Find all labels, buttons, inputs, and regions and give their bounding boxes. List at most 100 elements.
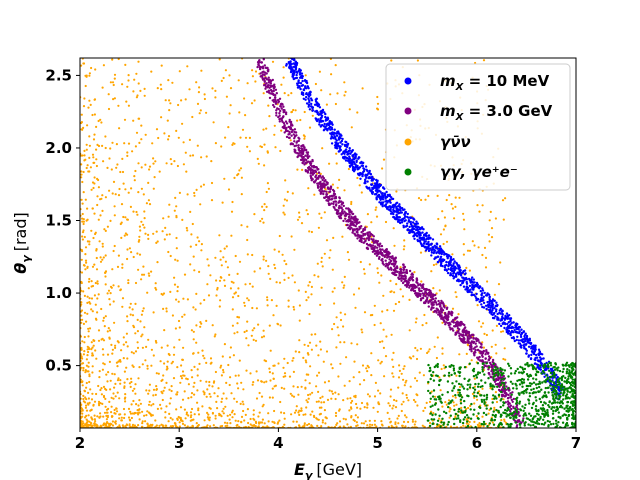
point-gamma-nu-nu	[246, 408, 249, 411]
point-mx-3gev	[368, 243, 372, 246]
point-mx-3gev	[275, 111, 278, 115]
point-mx-10mev	[455, 267, 458, 270]
point-mx-10mev	[436, 261, 440, 264]
point-gamma-nu-nu	[107, 371, 110, 374]
point-mx-10mev	[491, 302, 494, 305]
point-mx-3gev	[378, 245, 381, 248]
point-mx-3gev	[374, 245, 377, 248]
point-gamma-nu-nu	[368, 419, 371, 422]
point-gamma-nu-nu	[269, 349, 272, 352]
point-mx-10mev	[406, 228, 410, 231]
point-gamma-nu-nu	[120, 349, 123, 352]
point-gamma-nu-nu	[112, 249, 115, 253]
point-mx-3gev	[439, 305, 442, 308]
point-gamma-nu-nu	[335, 162, 338, 165]
point-gamma-nu-nu	[130, 416, 133, 420]
point-gamma-nu-nu	[175, 214, 178, 218]
point-mx-3gev	[321, 175, 324, 178]
point-mx-3gev	[277, 100, 281, 103]
point-gamma-nu-nu	[110, 286, 113, 289]
point-gamma-nu-nu	[189, 154, 192, 157]
point-mx-3gev	[471, 340, 475, 343]
point-gamma-nu-nu	[287, 299, 290, 302]
point-gamma-nu-nu	[91, 265, 95, 268]
point-gamma-nu-nu	[253, 213, 256, 216]
point-gamma-nu-nu	[208, 380, 211, 384]
point-gamma-nu-nu	[101, 86, 104, 89]
point-gamma-nu-nu	[88, 72, 91, 75]
point-gamma-nu-nu	[135, 403, 138, 406]
point-mx-3gev	[264, 87, 267, 90]
point-mx-3gev	[373, 252, 377, 255]
point-gamma-nu-nu	[408, 329, 411, 332]
point-mx-3gev	[440, 311, 443, 314]
point-gamma-nu-nu	[245, 369, 248, 372]
point-mx-3gev	[410, 273, 413, 276]
point-gamma-nu-nu	[177, 300, 180, 303]
point-gamma-nu-nu	[490, 236, 494, 239]
point-gamma-nu-nu	[86, 265, 89, 268]
point-gamma-nu-nu	[97, 400, 101, 403]
point-gamma-nu-nu	[266, 182, 269, 185]
point-mx-3gev	[457, 329, 460, 333]
point-gamma-nu-nu	[185, 411, 188, 414]
point-mx-3gev	[293, 140, 296, 143]
point-gamma-nu-nu	[166, 365, 169, 368]
point-gamma-nu-nu	[138, 418, 141, 421]
point-gamma-nu-nu	[348, 409, 351, 412]
point-mx-3gev	[458, 334, 461, 338]
point-gamma-nu-nu	[173, 346, 176, 349]
point-gamma-nu-nu	[432, 263, 435, 267]
point-gamma-nu-nu	[373, 419, 376, 422]
point-gamma-nu-nu	[490, 345, 493, 348]
point-gamma-nu-nu	[174, 327, 177, 330]
point-gamma-nu-nu	[384, 220, 388, 224]
point-gamma-nu-nu	[297, 289, 300, 292]
point-gamma-nu-nu	[175, 408, 178, 411]
point-mx-3gev	[434, 297, 437, 300]
point-mx-3gev	[410, 284, 414, 288]
point-mx-3gev	[481, 360, 485, 363]
point-gamma-nu-nu	[176, 366, 179, 369]
point-gamma-nu-nu	[504, 358, 507, 361]
point-gamma-nu-nu	[102, 316, 105, 319]
point-gamma-nu-nu	[300, 409, 303, 412]
point-mx-3gev	[389, 259, 393, 263]
point-gamma-nu-nu	[83, 335, 86, 339]
point-mx-3gev	[448, 326, 451, 329]
point-mx-3gev	[360, 237, 363, 240]
point-mx-3gev	[466, 338, 469, 342]
point-gamma-nu-nu	[430, 270, 433, 273]
point-gamma-nu-nu	[267, 420, 270, 423]
point-gamma-nu-nu	[152, 187, 155, 190]
point-gamma-nu-nu	[218, 234, 221, 237]
point-gamma-nu-nu	[336, 326, 339, 329]
point-gamma-nu-nu	[113, 214, 116, 217]
point-gamma-nu-nu	[189, 263, 192, 266]
point-gamma-nu-nu	[268, 371, 271, 374]
point-gamma-nu-nu	[81, 235, 84, 238]
point-mx-10mev	[290, 51, 292, 53]
point-gamma-nu-nu	[148, 400, 151, 403]
point-gamma-nu-nu	[408, 298, 411, 301]
point-mx-3gev	[466, 335, 469, 338]
point-gamma-nu-nu	[451, 307, 455, 310]
point-gamma-nu-nu	[393, 291, 396, 294]
point-gamma-nu-nu	[140, 220, 143, 223]
point-gamma-nu-nu	[236, 272, 239, 275]
point-mx-3gev	[346, 223, 349, 227]
point-gamma-nu-nu	[136, 94, 139, 97]
point-mx-3gev	[289, 142, 293, 145]
point-mx-10mev	[472, 288, 475, 291]
point-gamma-nu-nu	[126, 345, 129, 348]
point-gamma-nu-nu	[291, 394, 294, 397]
point-gamma-nu-nu	[183, 424, 186, 427]
point-mx-3gev	[435, 307, 438, 310]
point-gamma-nu-nu	[230, 411, 234, 414]
point-gamma-nu-nu	[316, 418, 319, 421]
point-gamma-nu-nu	[471, 240, 474, 243]
point-gamma-nu-nu	[311, 410, 314, 413]
point-gamma-nu-nu	[273, 133, 276, 136]
point-mx-10mev	[294, 66, 298, 70]
point-mx-10mev	[307, 95, 311, 98]
